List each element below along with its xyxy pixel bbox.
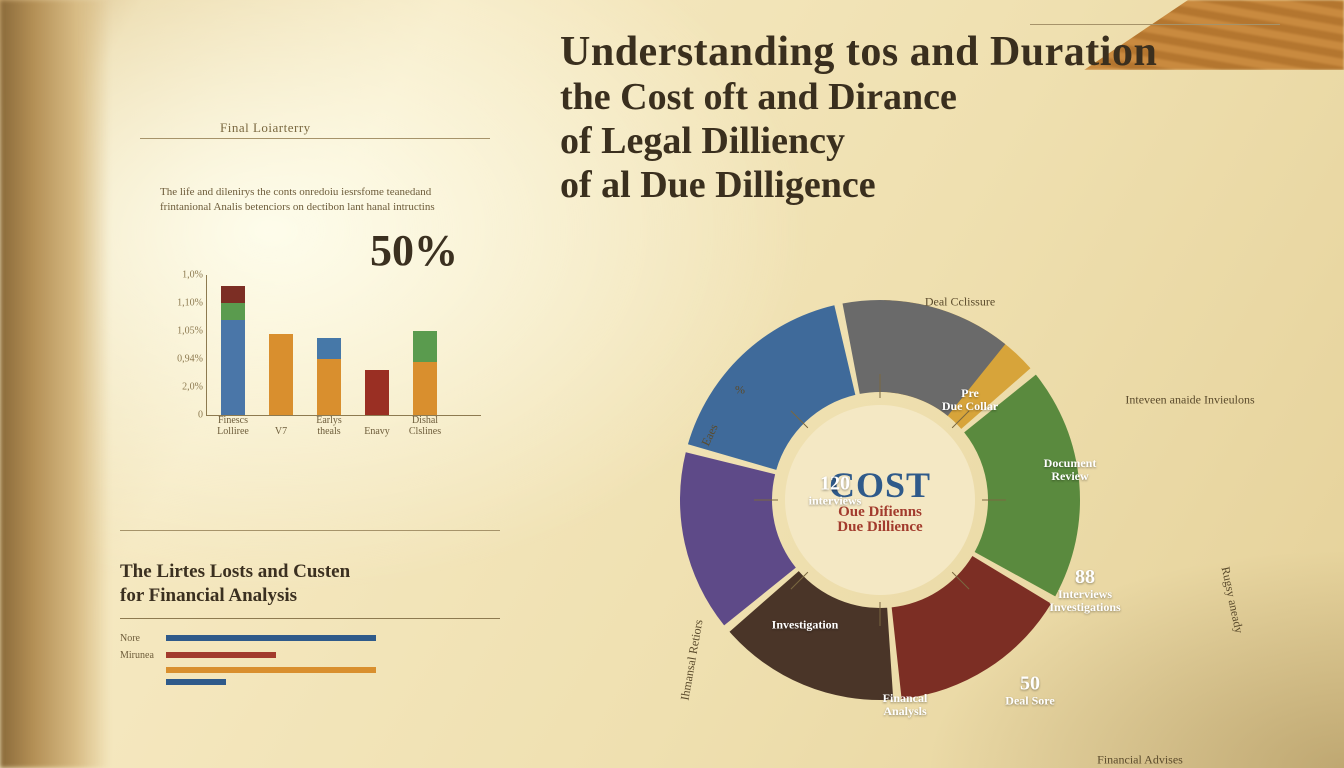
small-header-left: Final Loiarterry [220,120,311,136]
bar-chart-segment [221,320,245,415]
bar-chart-segment [317,338,341,359]
donut-outer-label: Inteveen anaide Invieulons [1125,393,1254,408]
legend-row [120,667,500,673]
donut-outer-label: % [735,383,745,398]
bar-chart-segment [317,359,341,415]
legend-title-line1: The Lirtes Losts and Custen [120,561,350,582]
rule-top-right [1030,24,1280,25]
legend-rule [120,618,500,619]
legend-row: Nore [120,633,500,644]
page: Final Loiarterry Understanding tos and D… [0,0,1344,768]
bar-chart-segment [413,331,437,362]
donut-outer-label: Rugsy aneady [1218,565,1247,634]
legend-swatch [166,679,226,685]
donut-segment-label: 120interviews [780,472,890,507]
donut-segment-label: Investigation [750,618,860,631]
title-line1: Understanding tos and Duration [560,30,1300,74]
donut-outer-label: Deal Cclissure [925,295,995,310]
bar-chart-ylabel: 1,05% [177,326,207,337]
bar-chart-xlabel: Enavy [354,427,400,438]
donut-outer-label: Financial Advises [1097,753,1183,768]
donut-center-line3: Due Dillience [837,519,922,536]
donut-segment-label: PreDue Collar [915,387,1025,413]
donut-segment-label: DocumentReview [1015,457,1125,483]
title-line2: the Cost oft and Dirance [560,78,1300,118]
legend: The Lirtes Losts and Custen for Financia… [120,560,500,691]
bar-chart-ylabel: 2,0% [182,382,207,393]
legend-title-line2: for Financial Analysis [120,585,297,606]
bar-chart-segment [365,370,389,415]
bar-chart-segment [269,334,293,415]
rule-left [140,138,490,139]
bar-chart-segment [221,303,245,320]
bar-chart-ylabel: 1,10% [177,298,207,309]
legend-swatch [166,652,276,658]
donut-ring: COST Oue Difienns Due Dillience PreDue C… [670,290,1090,710]
bar-chart-ylabel: 0,94% [177,354,207,365]
bar-chart: The life and dilenirys the conts onredoi… [150,185,490,435]
legend-row: Mirunea [120,650,500,661]
bar-chart-big-number: 50% [370,225,458,276]
legend-label: Nore [120,633,166,644]
page-title: Understanding tos and Duration the Cost … [560,30,1300,206]
bar-chart-ylabel: 1,0% [182,270,207,281]
bar-chart-xlabel: FinescsLolliree [210,416,256,437]
bar-chart-xlabel: V7 [258,427,304,438]
donut-segment-label: 50Deal Sore [975,672,1085,707]
legend-swatch [166,635,376,641]
donut-segment-label: FinancalAnalysls [850,692,960,718]
bar-chart-plot: 02,0%0,94%1,05%1,10%1,0%FinescsLollireeV… [206,275,481,416]
legend-title: The Lirtes Losts and Custen for Financia… [120,560,500,608]
title-line4: of al Due Dilligence [560,166,1300,206]
legend-label: Mirunea [120,650,166,661]
legend-row [120,679,500,685]
bar-chart-caption: The life and dilenirys the conts onredoi… [160,185,460,215]
title-line3: of Legal Dilliency [560,122,1300,162]
rule-mid-left [120,530,500,531]
donut-chart: COST Oue Difienns Due Dillience PreDue C… [600,260,1160,740]
bar-chart-xlabel: DishalClslines [402,416,448,437]
bar-chart-xlabel: Earlystheals [306,416,352,437]
legend-swatch [166,667,376,673]
donut-segment-label: 88InterviewsInvestigations [1030,566,1140,614]
bar-chart-ylabel: 0 [198,410,207,421]
bar-chart-segment [221,286,245,303]
bar-chart-segment [413,362,437,415]
